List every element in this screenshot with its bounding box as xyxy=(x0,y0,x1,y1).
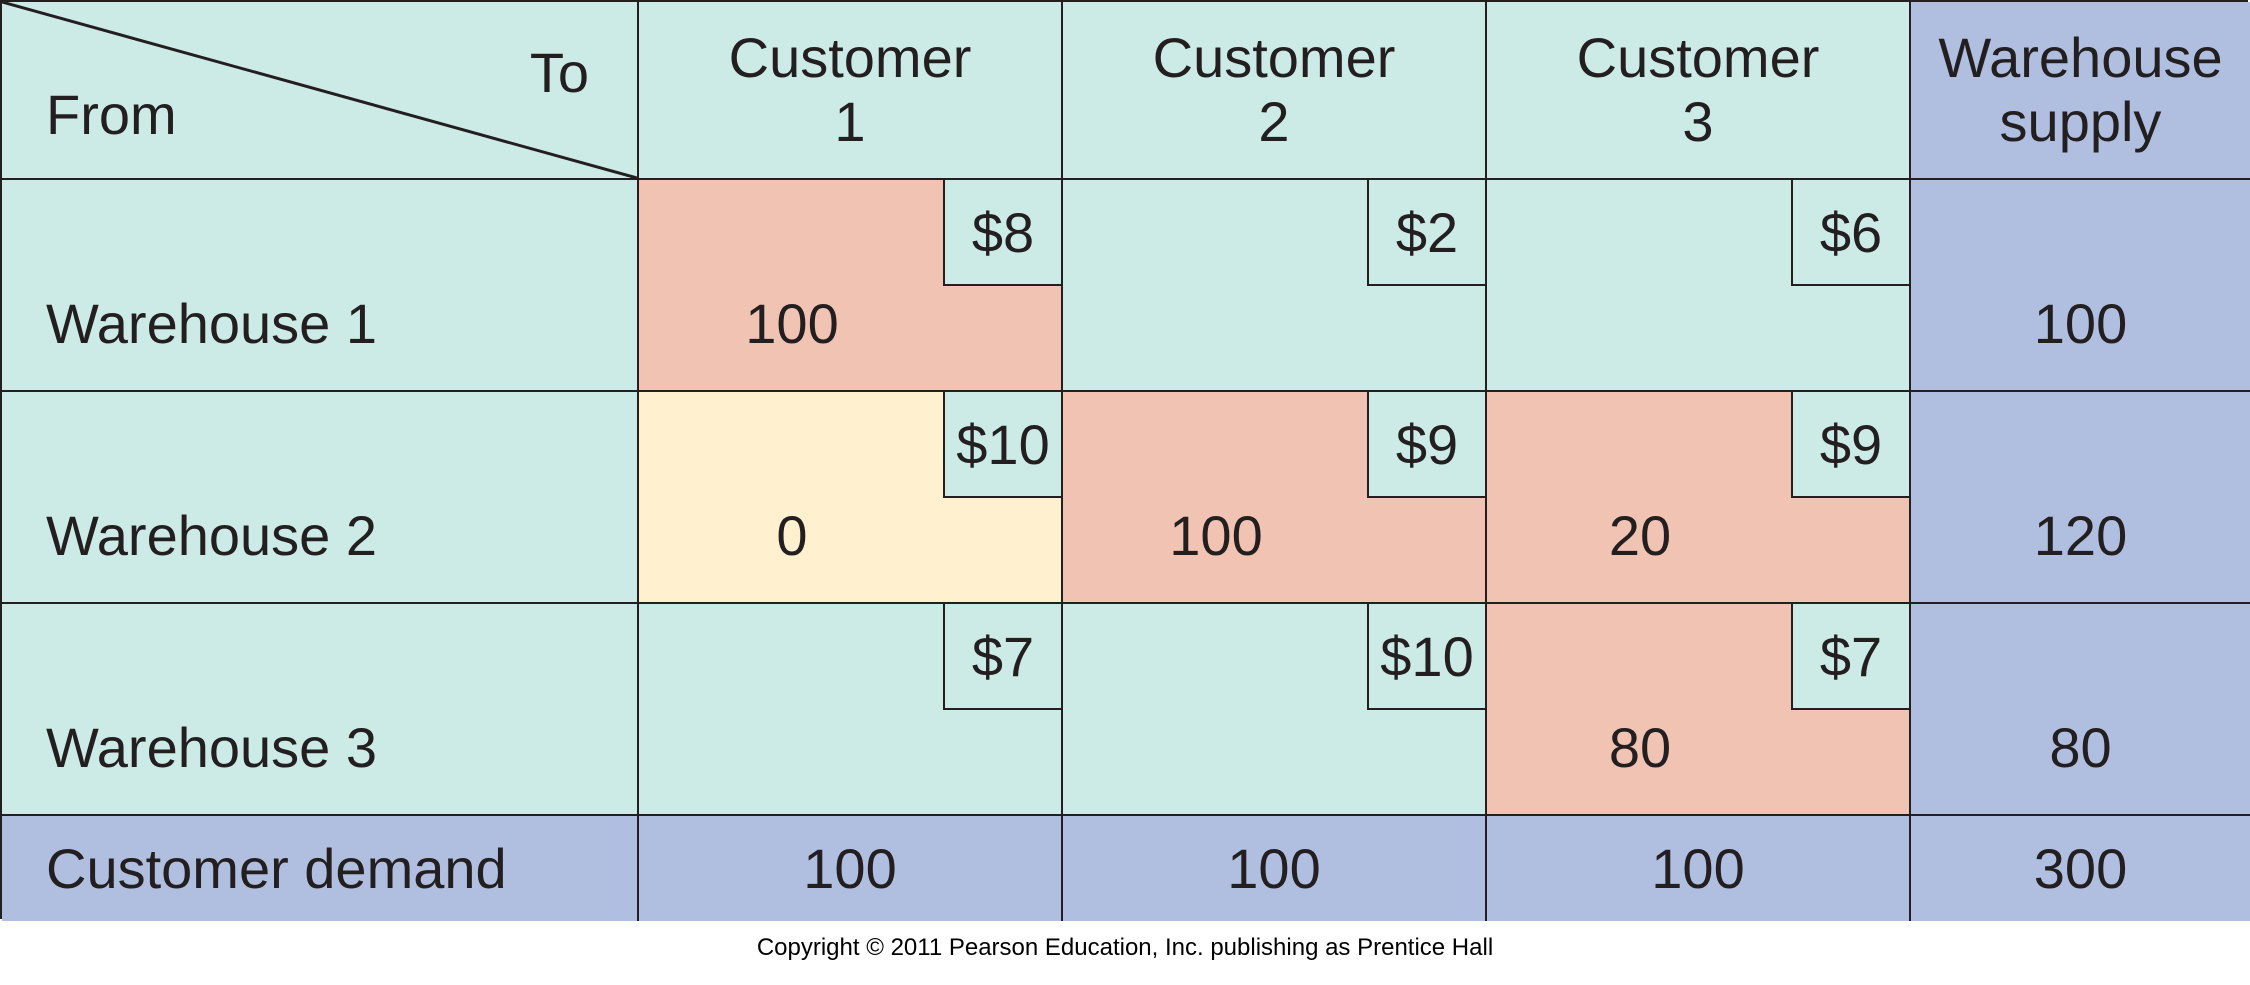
shipment-cell: 100 $8 xyxy=(639,180,1063,392)
shipment-quantity: 0 xyxy=(776,504,808,567)
column-header-line2: 1 xyxy=(834,90,866,153)
demand-value: 100 xyxy=(803,837,897,900)
shipment-cell: 0 $10 xyxy=(639,392,1063,604)
demand-value: 100 xyxy=(1651,837,1745,900)
row-header-warehouse-1: Warehouse 1 xyxy=(2,180,639,392)
shipment-cell: 20 $9 xyxy=(1487,392,1911,604)
shipment-quantity: 20 xyxy=(1608,504,1672,567)
unit-cost: $2 xyxy=(1367,180,1485,286)
row-label: Warehouse 3 xyxy=(46,716,377,779)
column-header-line1: Warehouse xyxy=(1938,26,2223,89)
supply-value: 120 xyxy=(2033,504,2128,567)
customer-demand-cell: 100 xyxy=(1063,816,1487,921)
customer-demand-cell: 100 xyxy=(639,816,1063,921)
column-header-customer-1: Customer 1 xyxy=(639,2,1063,180)
row-label: Customer demand xyxy=(46,837,507,900)
diagonal-divider xyxy=(2,2,637,178)
column-header-line2: supply xyxy=(1999,90,2162,153)
corner-header-cell: To From xyxy=(2,2,639,180)
column-header-line2: 3 xyxy=(1682,90,1714,153)
row-label: Warehouse 1 xyxy=(46,292,377,355)
shipment-quantity: 100 xyxy=(1169,504,1263,567)
row-header-customer-demand: Customer demand xyxy=(2,816,639,921)
customer-demand-cell: 100 xyxy=(1487,816,1911,921)
unit-cost: $6 xyxy=(1791,180,1909,286)
unit-cost: $8 xyxy=(943,180,1061,286)
row-header-warehouse-3: Warehouse 3 xyxy=(2,604,639,816)
unit-cost: $9 xyxy=(1791,392,1909,498)
unit-cost: $7 xyxy=(943,604,1061,710)
warehouse-supply-cell: 120 xyxy=(1911,392,2250,604)
row-label: Warehouse 2 xyxy=(46,504,377,567)
shipment-cell: $6 xyxy=(1487,180,1911,392)
column-header-customer-3: Customer 3 xyxy=(1487,2,1911,180)
transportation-table: To From Customer 1 Customer 2 Customer 3 Wa… xyxy=(0,0,2250,921)
warehouse-supply-cell: 80 xyxy=(1911,604,2250,816)
unit-cost: $9 xyxy=(1367,392,1485,498)
copyright-notice: Copyright © 2011 Pearson Education, Inc.… xyxy=(756,934,1494,961)
supply-value: 80 xyxy=(2049,716,2112,779)
demand-value: 100 xyxy=(1227,837,1321,900)
column-header-line1: Customer xyxy=(1152,26,1396,89)
shipment-cell: 100 $9 xyxy=(1063,392,1487,604)
to-label: To xyxy=(529,41,589,104)
column-header-line1: Customer xyxy=(1576,26,1820,89)
column-header-warehouse-supply: Warehouse supply xyxy=(1911,2,2250,180)
shipment-cell: $7 xyxy=(639,604,1063,816)
total-demand-supply-cell: 300 xyxy=(1911,816,2250,921)
row-header-warehouse-2: Warehouse 2 xyxy=(2,392,639,604)
column-header-line2: 2 xyxy=(1258,90,1290,153)
unit-cost: $10 xyxy=(943,392,1061,498)
column-header-customer-2: Customer 2 xyxy=(1063,2,1487,180)
column-header-line1: Customer xyxy=(728,26,972,89)
shipment-cell: $2 xyxy=(1063,180,1487,392)
from-label: From xyxy=(46,83,177,146)
shipment-quantity: 80 xyxy=(1608,716,1672,779)
shipment-quantity: 100 xyxy=(745,292,839,355)
warehouse-supply-cell: 100 xyxy=(1911,180,2250,392)
unit-cost: $7 xyxy=(1791,604,1909,710)
supply-value: 100 xyxy=(2033,292,2128,355)
shipment-cell: $10 xyxy=(1063,604,1487,816)
shipment-cell: 80 $7 xyxy=(1487,604,1911,816)
unit-cost: $10 xyxy=(1367,604,1485,710)
total-value: 300 xyxy=(2033,837,2128,900)
